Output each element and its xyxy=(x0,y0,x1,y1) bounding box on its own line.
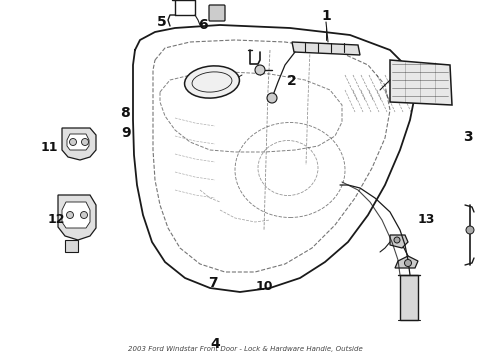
Circle shape xyxy=(67,212,74,219)
Text: 3: 3 xyxy=(463,130,473,144)
Text: 8: 8 xyxy=(120,107,130,120)
Circle shape xyxy=(405,260,412,266)
Text: 12: 12 xyxy=(48,213,65,226)
Text: 6: 6 xyxy=(198,18,208,32)
Polygon shape xyxy=(62,202,90,228)
Circle shape xyxy=(255,65,265,75)
Text: 5: 5 xyxy=(157,15,167,28)
Polygon shape xyxy=(65,240,78,252)
Polygon shape xyxy=(400,275,418,320)
Polygon shape xyxy=(67,134,89,150)
Polygon shape xyxy=(58,195,96,240)
Text: 1: 1 xyxy=(321,9,331,23)
Text: 9: 9 xyxy=(122,126,131,140)
Polygon shape xyxy=(292,42,360,55)
Polygon shape xyxy=(395,256,418,268)
Circle shape xyxy=(267,93,277,103)
Ellipse shape xyxy=(185,66,240,98)
Text: 2: 2 xyxy=(287,74,296,88)
Circle shape xyxy=(80,212,88,219)
Polygon shape xyxy=(62,128,96,160)
Circle shape xyxy=(466,226,474,234)
Text: 13: 13 xyxy=(417,213,435,226)
Text: 7: 7 xyxy=(208,276,218,289)
Text: 10: 10 xyxy=(256,280,273,293)
Text: 4: 4 xyxy=(211,337,220,351)
Text: 11: 11 xyxy=(40,141,58,154)
Circle shape xyxy=(70,139,76,145)
Circle shape xyxy=(81,139,89,145)
Text: 2003 Ford Windstar Front Door - Lock & Hardware Handle, Outside: 2003 Ford Windstar Front Door - Lock & H… xyxy=(127,346,363,352)
Polygon shape xyxy=(390,60,452,105)
Circle shape xyxy=(394,237,400,243)
FancyBboxPatch shape xyxy=(209,5,225,21)
Polygon shape xyxy=(390,235,408,248)
